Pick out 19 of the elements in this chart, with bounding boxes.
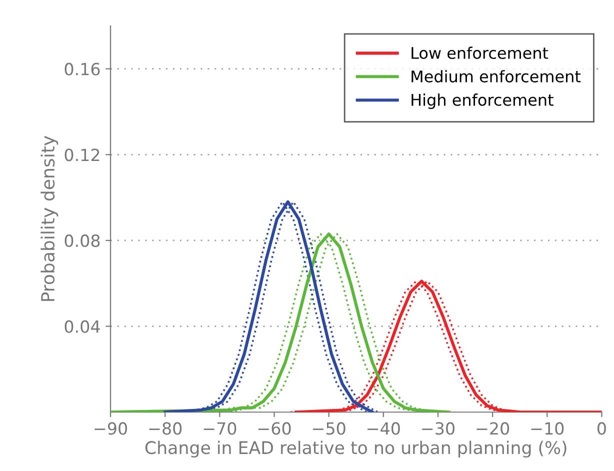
y-tick-label: 0.04 [64,320,100,333]
x-tick-label: −60 [258,422,291,435]
x-tick-label: −40 [368,422,400,435]
legend-label: Medium enforcement [412,70,581,82]
x-tick-label: −10 [531,422,564,435]
legend-label: Low enforcement [412,46,548,60]
x-tick-label: −80 [149,422,182,435]
x-tick-label: 0 [598,422,606,435]
legend-label: High enforcement [412,94,554,110]
x-axis-title: Change in EAD relative to no urban planning (%) [145,440,566,458]
x-tick-label: −50 [313,422,346,435]
x-tick-label: −90 [94,422,127,435]
x-tick-label: −20 [476,422,510,435]
y-axis-title: Probability density [40,136,58,301]
y-tick-label: 0.08 [64,234,100,248]
y-tick-label: 0.16 [64,62,100,76]
x-tick-label: −30 [422,422,454,435]
x-tick-label: −70 [204,422,236,435]
y-tick-label: 0.12 [64,148,100,162]
